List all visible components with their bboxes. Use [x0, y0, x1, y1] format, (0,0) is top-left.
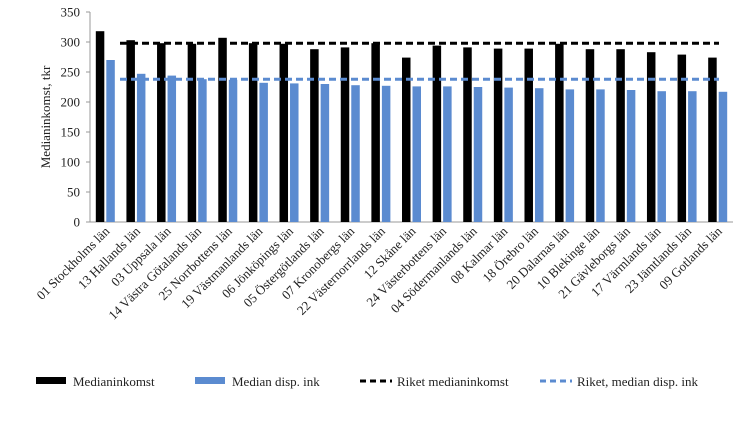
bar-median-disp-ink	[443, 86, 452, 223]
bar-medianinkomst	[371, 43, 380, 223]
bar-median-disp-ink	[259, 82, 268, 222]
bar-medianinkomst	[218, 37, 227, 222]
bar-median-disp-ink	[534, 88, 544, 222]
bar-median-disp-ink	[596, 89, 605, 223]
bar-median-disp-ink	[320, 84, 330, 222]
bar-median-disp-ink	[565, 89, 575, 223]
bar-medianinkomst	[524, 48, 533, 222]
bar-median-disp-ink	[626, 90, 636, 222]
bar-medianinkomst	[555, 43, 564, 222]
bar-medianinkomst	[187, 43, 197, 222]
y-tick-label: 150	[61, 125, 81, 140]
bar-median-disp-ink	[657, 91, 666, 222]
bar-medianinkomst	[340, 47, 350, 223]
y-tick-label: 100	[61, 155, 81, 170]
bar-medianinkomst	[126, 40, 135, 223]
y-tick-label: 200	[61, 95, 81, 110]
legend-medianinkomst-label: Medianinkomst	[73, 374, 155, 389]
bar-median-disp-ink	[290, 83, 299, 223]
axes: 0 50 100 150 200 250 300 350	[61, 5, 733, 230]
bar-medianinkomst	[279, 43, 289, 222]
bar-median-disp-ink	[198, 79, 207, 222]
bar-median-disp-ink	[106, 60, 115, 222]
bar-median-disp-ink	[718, 91, 728, 222]
y-axis-label: Medianinkomst, tkr	[38, 65, 53, 168]
bar-median-disp-ink	[167, 75, 177, 222]
bar-medianinkomst	[310, 49, 319, 223]
bar-medianinkomst	[432, 45, 442, 222]
bar-median-disp-ink	[412, 86, 421, 223]
bar-medianinkomst	[248, 43, 258, 223]
bar-medianinkomst	[493, 48, 503, 222]
bars	[95, 31, 728, 223]
bar-median-disp-ink	[381, 85, 391, 222]
bar-medianinkomst	[463, 47, 472, 223]
y-tick-label: 0	[74, 215, 81, 230]
bar-medianinkomst	[646, 52, 656, 223]
bar-median-disp-ink	[351, 85, 360, 222]
reference-lines	[120, 41, 719, 81]
bar-medianinkomst	[95, 31, 105, 223]
legend-riket-medianinkomst-label: Riket medianinkomst	[397, 374, 509, 389]
legend-median-disp-ink-label: Median disp. ink	[232, 374, 320, 389]
y-tick-label: 250	[61, 65, 81, 80]
bar-medianinkomst	[708, 57, 717, 222]
bar-medianinkomst	[677, 54, 687, 222]
y-tick-label: 50	[67, 185, 80, 200]
bar-median-disp-ink	[504, 87, 513, 222]
bar-medianinkomst	[585, 49, 595, 223]
legend-median-disp-ink-swatch	[195, 377, 225, 384]
y-tick-label: 300	[61, 35, 81, 50]
bar-medianinkomst	[616, 49, 625, 223]
y-tick-label: 350	[61, 5, 81, 20]
bar-medianinkomst	[157, 43, 166, 223]
legend: Medianinkomst Median disp. ink Riket media…	[36, 374, 698, 389]
legend-medianinkomst-swatch	[36, 377, 66, 384]
bar-median-disp-ink	[473, 87, 483, 222]
bar-median-disp-ink	[228, 79, 238, 222]
legend-riket-median-disp-ink-label: Riket, median disp. ink	[577, 374, 698, 389]
bar-medianinkomst	[402, 57, 411, 222]
bar-median-disp-ink	[688, 91, 697, 222]
bar-median-disp-ink	[136, 73, 146, 222]
